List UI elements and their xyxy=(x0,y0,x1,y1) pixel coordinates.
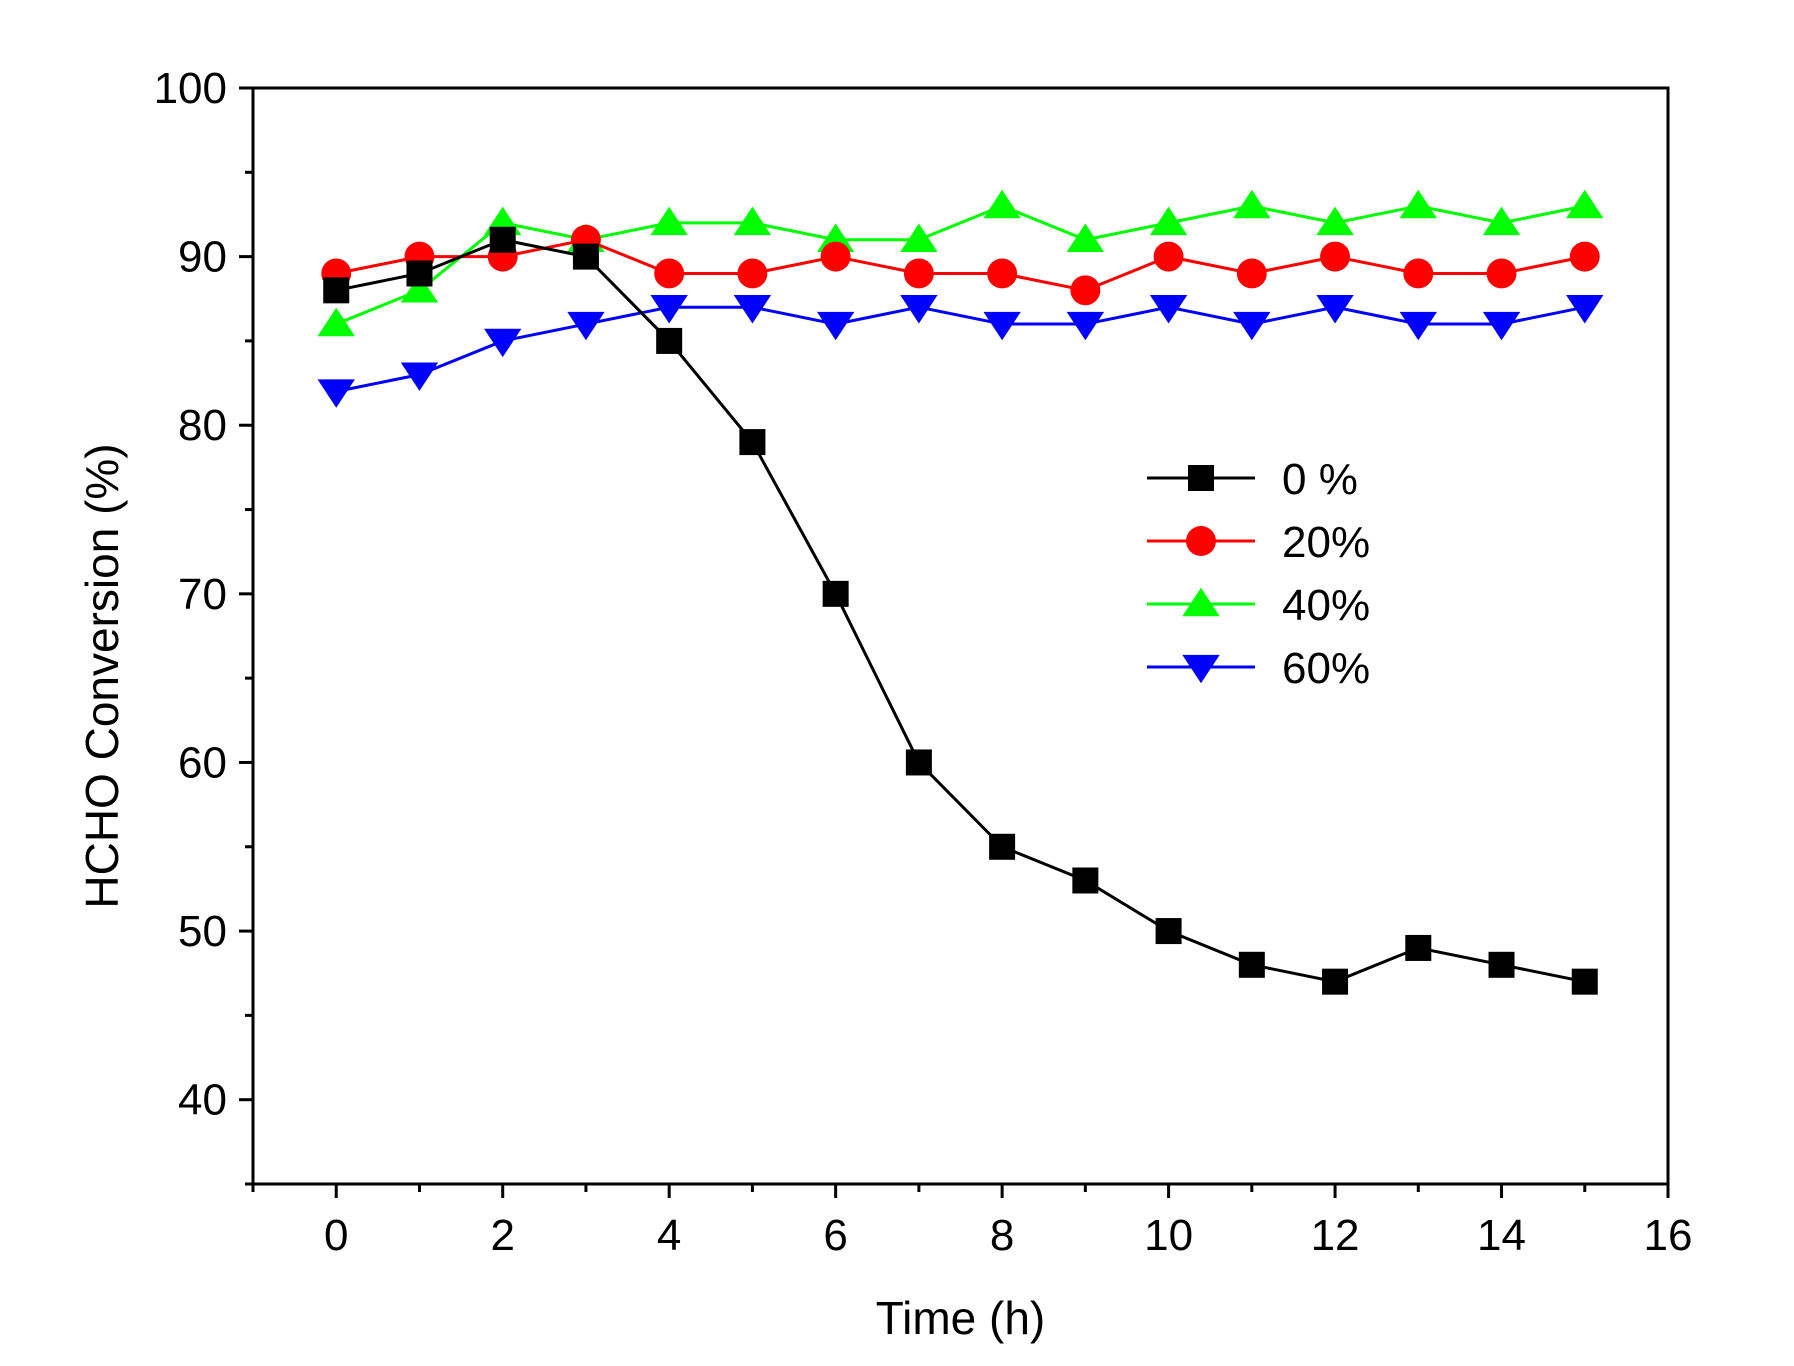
legend-marker xyxy=(1188,465,1214,491)
data-point xyxy=(1316,295,1354,324)
x-tick-label: 12 xyxy=(1311,1211,1360,1260)
series-line xyxy=(335,305,1586,393)
data-point xyxy=(903,258,934,289)
legend-marker xyxy=(1182,587,1220,617)
data-point xyxy=(317,379,355,408)
data-point xyxy=(1155,918,1182,945)
y-tick-label: 90 xyxy=(178,233,227,282)
data-point xyxy=(987,258,1018,289)
data-point xyxy=(484,328,522,358)
data-point xyxy=(1233,189,1271,219)
data-point xyxy=(983,311,1021,341)
data-point xyxy=(737,258,768,289)
x-axis-title: Time (h) xyxy=(876,1292,1046,1344)
y-tick-label: 70 xyxy=(178,570,227,619)
x-tick-label: 2 xyxy=(490,1211,514,1260)
data-point xyxy=(739,429,766,456)
y-tick-label: 100 xyxy=(154,64,227,113)
data-point xyxy=(733,206,772,236)
data-point xyxy=(1322,968,1349,995)
x-tick-label: 10 xyxy=(1144,1211,1193,1260)
data-point xyxy=(654,258,685,289)
legend-item: 20% xyxy=(1147,518,1370,567)
data-point xyxy=(820,241,851,272)
legend-label: 20% xyxy=(1282,518,1370,567)
data-point xyxy=(1233,311,1271,341)
data-point xyxy=(1238,951,1265,978)
data-point xyxy=(1403,258,1434,289)
data-point xyxy=(1149,295,1188,324)
series-1 xyxy=(323,226,1598,995)
x-tick-label: 14 xyxy=(1477,1211,1526,1260)
y-tick-label: 40 xyxy=(178,1076,227,1125)
series-4 xyxy=(317,295,1604,408)
x-tick-label: 8 xyxy=(990,1211,1014,1260)
data-point xyxy=(900,295,938,324)
data-point xyxy=(650,206,688,236)
data-point xyxy=(400,362,439,391)
x-tick-label: 16 xyxy=(1644,1211,1693,1260)
data-point xyxy=(400,274,439,303)
data-point xyxy=(656,327,683,354)
tick-layer: 0 2 4 6 8 10 12 14 16 40 50 60 70 80 90 100 xyxy=(154,64,1693,1260)
data-point xyxy=(1072,867,1099,894)
data-point xyxy=(1066,223,1105,252)
y-tick-label: 50 xyxy=(178,907,227,956)
data-point xyxy=(1070,275,1101,306)
data-point xyxy=(1153,241,1184,272)
data-point xyxy=(905,749,932,776)
x-tick-label: 6 xyxy=(823,1211,847,1260)
data-point xyxy=(1236,258,1267,289)
data-point xyxy=(572,243,599,270)
data-point xyxy=(983,189,1021,219)
data-point xyxy=(816,223,855,252)
data-point xyxy=(1566,295,1604,324)
data-point xyxy=(323,277,350,304)
legend-label: 0 % xyxy=(1282,455,1358,504)
data-point xyxy=(1405,934,1432,961)
data-point xyxy=(1482,206,1521,236)
data-point xyxy=(733,295,772,324)
data-point xyxy=(650,295,688,324)
series-line xyxy=(335,204,1586,326)
legend-item: 0 % xyxy=(1147,455,1358,504)
legend: 0 % 20% 40% 60% xyxy=(1147,455,1370,693)
data-point xyxy=(1399,311,1437,341)
data-point xyxy=(989,833,1016,860)
y-axis-title: HCHO Conversion (%) xyxy=(76,443,128,908)
y-tick-label: 80 xyxy=(178,401,227,450)
data-point xyxy=(1399,189,1437,219)
data-point xyxy=(317,307,355,337)
legend-label: 60% xyxy=(1282,644,1370,693)
data-point xyxy=(1482,311,1521,341)
x-tick-label: 4 xyxy=(657,1211,681,1260)
x-tick-label: 0 xyxy=(324,1211,348,1260)
data-point xyxy=(900,223,938,252)
data-point xyxy=(1571,968,1598,995)
series-layer xyxy=(317,189,1604,995)
y-tick-label: 60 xyxy=(178,738,227,787)
data-point xyxy=(816,311,855,341)
data-point xyxy=(406,260,433,287)
data-point xyxy=(1066,311,1105,341)
data-point xyxy=(1316,206,1354,236)
data-point xyxy=(567,311,605,341)
data-point xyxy=(1320,241,1351,272)
data-point xyxy=(1488,951,1515,978)
data-point xyxy=(489,226,516,253)
data-point xyxy=(1569,241,1600,272)
legend-marker xyxy=(1186,526,1216,556)
legend-label: 40% xyxy=(1282,581,1370,630)
plot-frame xyxy=(251,86,1670,1186)
data-point xyxy=(1566,189,1604,219)
data-point xyxy=(822,580,849,607)
series-line xyxy=(335,238,1586,984)
legend-marker xyxy=(1182,654,1220,684)
legend-item: 60% xyxy=(1147,644,1370,693)
legend-item: 40% xyxy=(1147,581,1370,630)
data-point xyxy=(1486,258,1517,289)
data-point xyxy=(1149,206,1188,236)
